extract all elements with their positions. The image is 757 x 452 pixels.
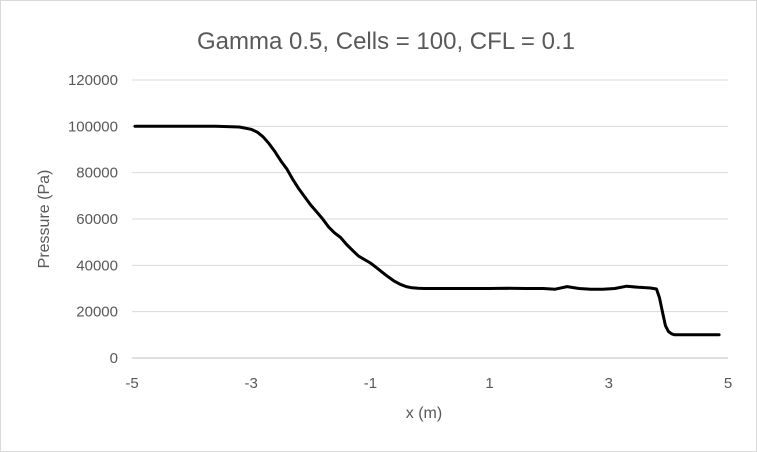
x-tick-label: 5: [724, 375, 732, 392]
y-tick-label: 60000: [76, 211, 118, 228]
y-tick-label: 80000: [76, 165, 118, 182]
y-tick-label: 20000: [76, 304, 118, 321]
x-tick-label: -1: [364, 375, 377, 392]
x-tick-label: 1: [485, 375, 493, 392]
gridlines: [132, 79, 728, 313]
y-tick-labels: 0 20000 40000 60000 80000 100000 120000: [68, 72, 118, 367]
series-line-pressure: [133, 124, 721, 337]
y-tick-label: 40000: [76, 257, 118, 274]
x-tick-label: -3: [245, 375, 258, 392]
y-tick-label: 120000: [68, 72, 118, 89]
y-tick-label: 100000: [68, 118, 118, 135]
x-tick-label: -5: [125, 375, 138, 392]
x-tick-labels: -5 -3 -1 1 3 5: [125, 375, 732, 392]
chart-title: Gamma 0.5, Cells = 100, CFL = 0.1: [197, 28, 575, 55]
y-axis-title: Pressure (Pa): [36, 170, 53, 269]
y-tick-label: 0: [110, 350, 118, 367]
x-axis-title: x (m): [406, 405, 442, 422]
x-tick-label: 3: [605, 375, 613, 392]
